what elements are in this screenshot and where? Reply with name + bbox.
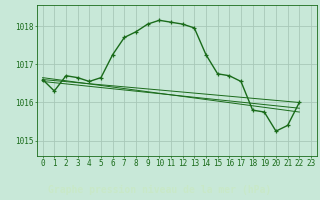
Text: Graphe pression niveau de la mer (hPa): Graphe pression niveau de la mer (hPa) [48,185,272,195]
